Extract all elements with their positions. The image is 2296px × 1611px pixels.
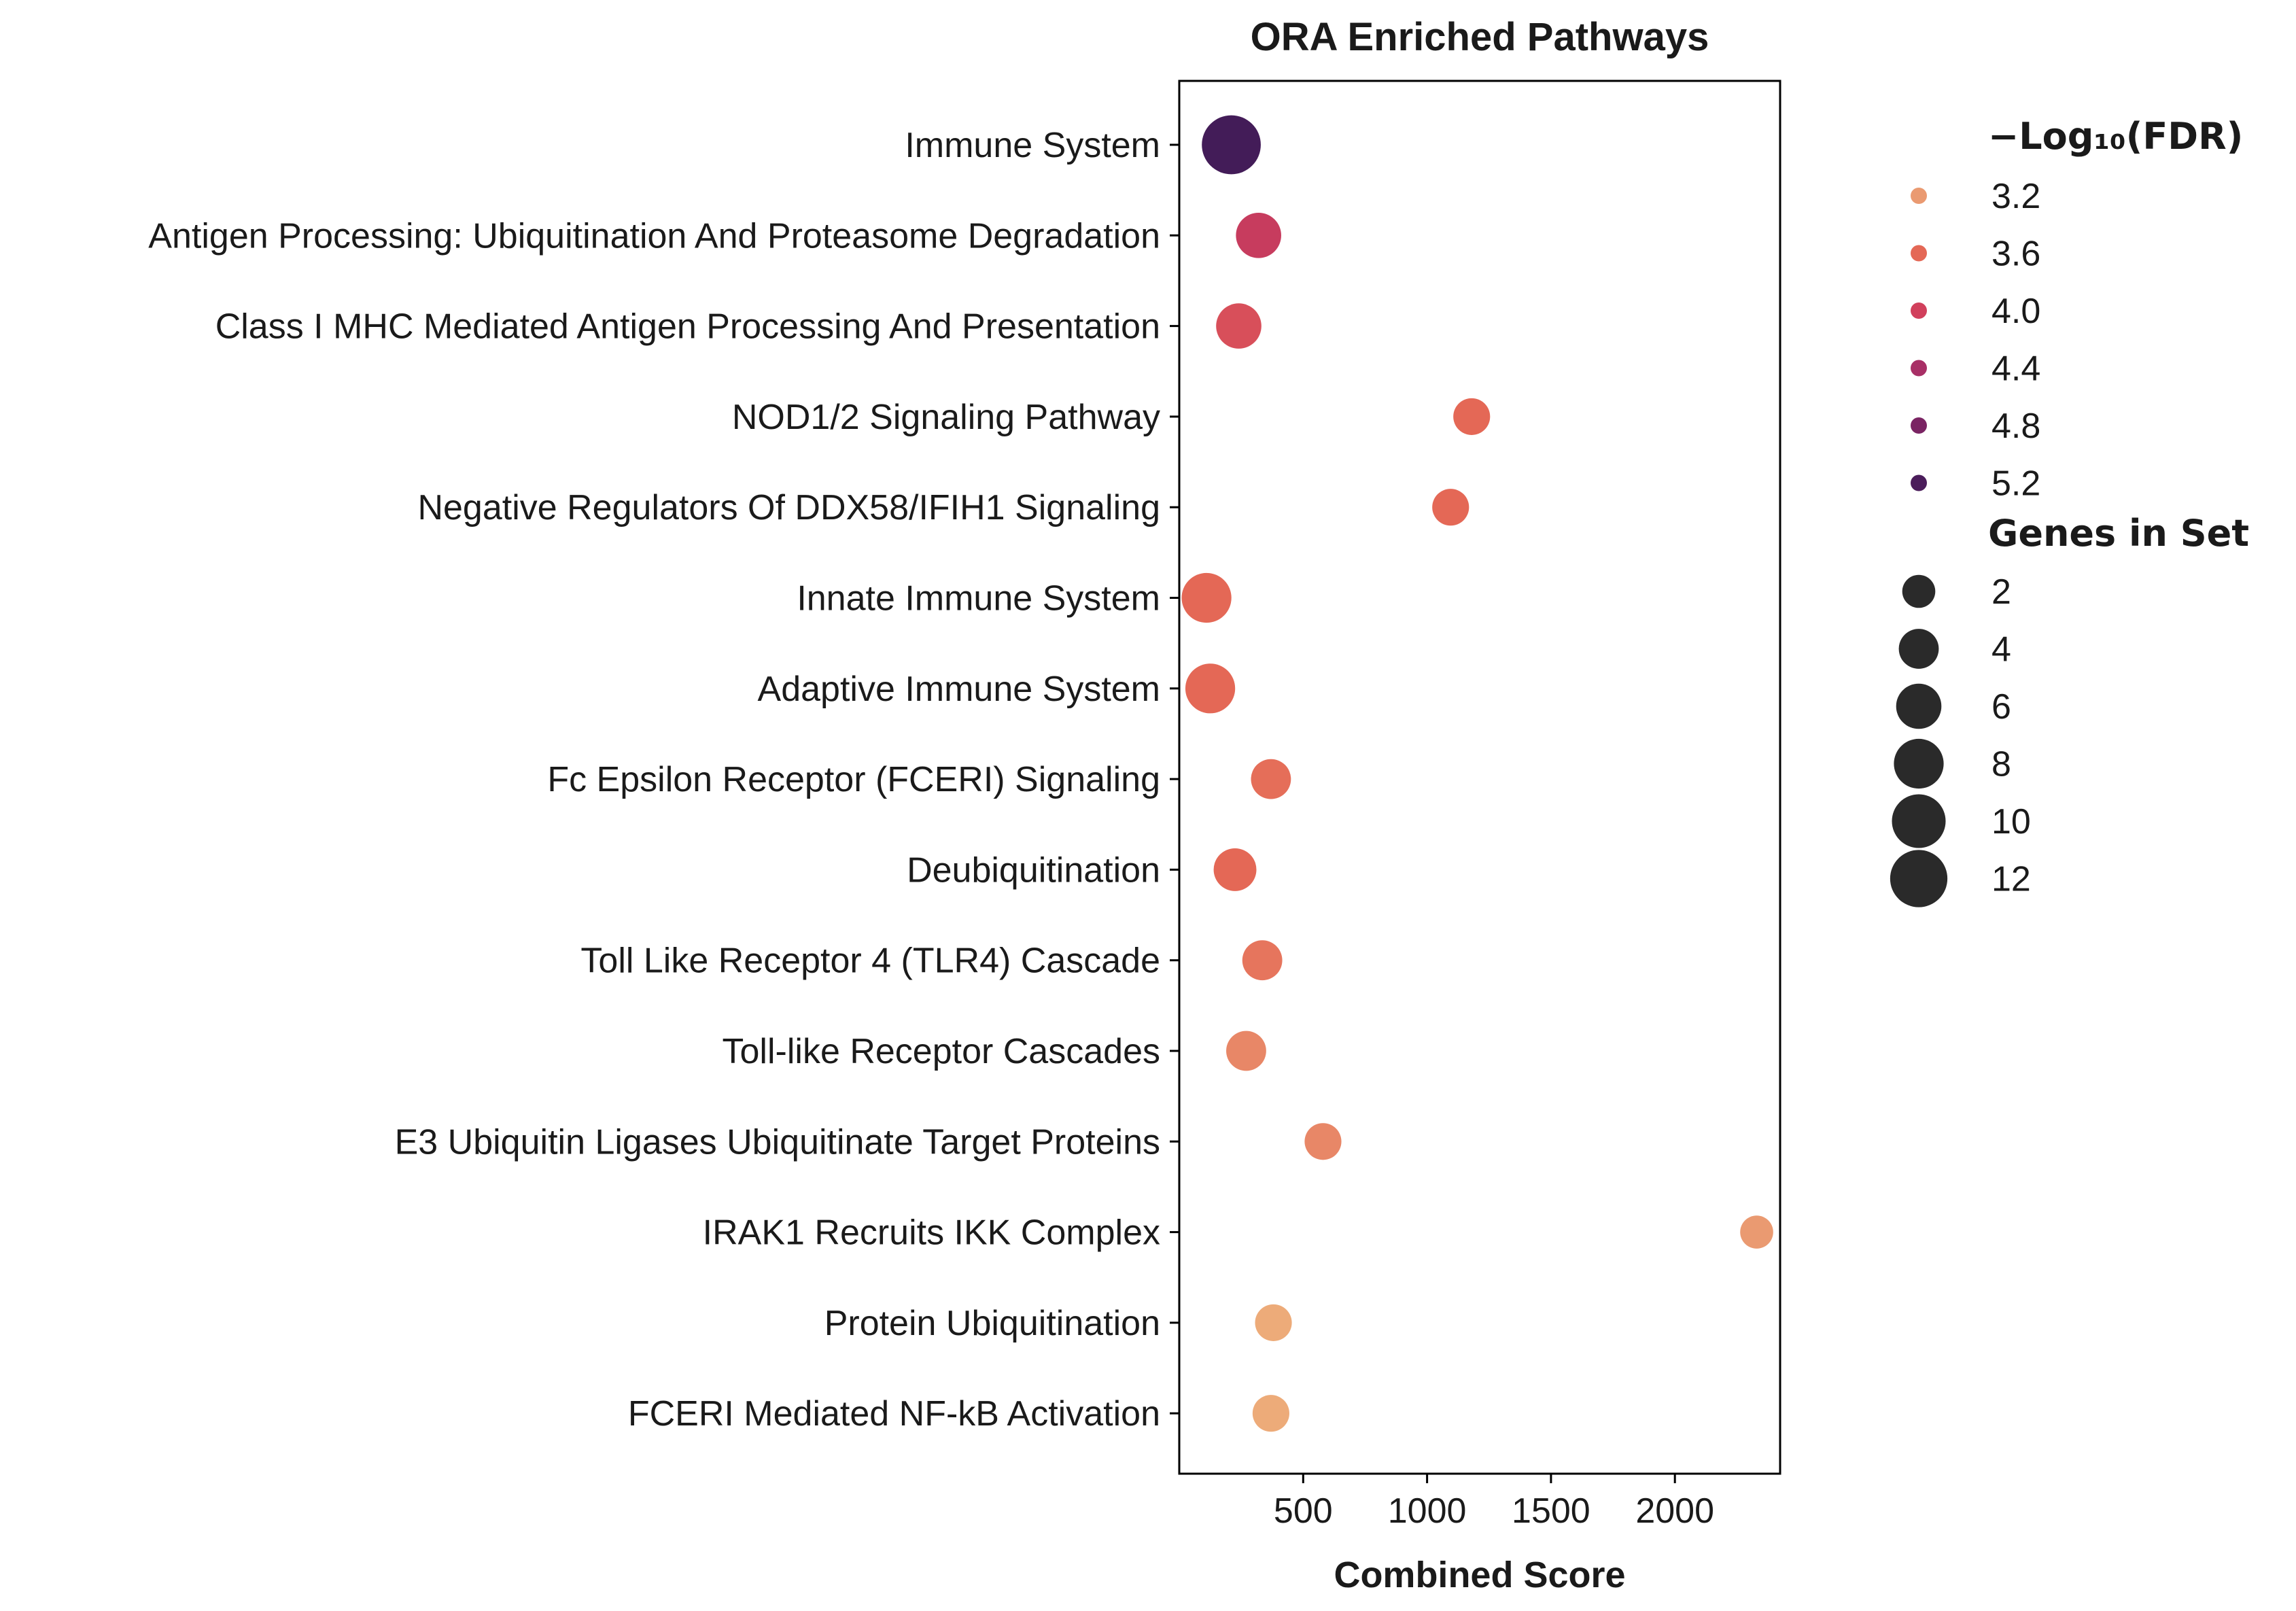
y-tick-label: Innate Immune System (797, 579, 1160, 619)
legend-color-label: 4.4 (1991, 349, 2040, 389)
y-tick-label: NOD1/2 Signaling Pathway (732, 398, 1160, 437)
data-point (1740, 1215, 1773, 1249)
legend-size-marker (1892, 794, 1946, 848)
data-point (1432, 489, 1469, 526)
x-tick-label: 1000 (1388, 1491, 1467, 1531)
data-point (1252, 1395, 1289, 1432)
legend-color-label: 4.0 (1991, 292, 2040, 331)
legend-size-marker (1896, 683, 1942, 729)
data-points (1181, 115, 1773, 1432)
legend-size-label: 10 (1991, 802, 2031, 842)
y-tick-label: Toll Like Receptor 4 (TLR4) Cascade (580, 941, 1160, 981)
data-point (1185, 663, 1236, 714)
legend-color-label: 3.6 (1991, 235, 2040, 274)
legend-color-swatch (1911, 474, 1927, 491)
data-point (1255, 1304, 1292, 1341)
data-point (1202, 115, 1261, 175)
y-tick-label: Class I MHC Mediated Antigen Processing … (215, 307, 1160, 347)
x-tick-label: 1500 (1512, 1491, 1590, 1531)
legend-color-label: 3.2 (1991, 177, 2040, 216)
data-point (1236, 212, 1281, 258)
legend-color-label: 4.8 (1991, 406, 2040, 446)
legend-size-label: 6 (1991, 687, 2011, 727)
y-tick-label: Adaptive Immune System (758, 670, 1160, 709)
y-tick-label: Toll-like Receptor Cascades (723, 1032, 1161, 1071)
data-point (1181, 572, 1232, 623)
y-tick-label: Immune System (905, 126, 1160, 165)
plot-frame (1178, 80, 1781, 1475)
legend-color-title: −Log₁₀(FDR) (1988, 115, 2243, 158)
data-point (1304, 1123, 1342, 1160)
chart-title: ORA Enriched Pathways (1251, 15, 1709, 59)
data-point (1242, 940, 1283, 981)
y-tick-label: IRAK1 Recruits IKK Complex (703, 1213, 1160, 1253)
legend-color-swatch (1911, 188, 1927, 204)
x-tick-label: 2000 (1635, 1491, 1714, 1531)
data-point (1213, 848, 1257, 891)
legend-size-title: Genes in Set (1988, 512, 2249, 555)
legend-color-label: 5.2 (1991, 464, 2040, 504)
data-point (1251, 759, 1291, 799)
legend-color-swatch (1911, 302, 1927, 319)
y-tick-label: Antigen Processing: Ubiquitination And P… (148, 216, 1160, 256)
x-axis-label: Combined Score (1334, 1555, 1625, 1595)
legend-size-label: 12 (1991, 860, 2031, 899)
x-tick-label: 500 (1274, 1491, 1333, 1531)
y-tick-label: Protein Ubiquitination (824, 1304, 1160, 1343)
legend: −Log₁₀(FDR) 3.2 3.6 4.0 4.4 4.8 5.2 Genes in … (1890, 115, 2249, 907)
legend-color-swatch (1911, 417, 1927, 434)
data-point (1453, 398, 1491, 435)
data-point (1216, 303, 1262, 349)
legend-color-swatch (1911, 245, 1927, 262)
legend-size-label: 4 (1991, 630, 2011, 670)
legend-color-swatch (1911, 360, 1927, 377)
legend-size-marker (1890, 850, 1948, 907)
legend-size-marker (1902, 574, 1936, 608)
legend-size-marker (1898, 629, 1939, 669)
x-axis: 500 1000 1500 2000 (1274, 1474, 1714, 1531)
legend-size-label: 8 (1991, 745, 2011, 784)
y-tick-label: Deubiquitination (907, 850, 1160, 890)
y-tick-label: Negative Regulators Of DDX58/IFIH1 Signa… (417, 488, 1160, 527)
legend-size-label: 2 (1991, 572, 2011, 612)
legend-size-marker (1894, 738, 1944, 789)
y-axis-labels: Immune System Antigen Processing: Ubiquit… (148, 126, 1179, 1434)
y-tick-label: FCERI Mediated NF-kB Activation (628, 1394, 1160, 1434)
data-point (1226, 1030, 1266, 1071)
y-tick-label: Fc Epsilon Receptor (FCERI) Signaling (547, 760, 1160, 799)
y-tick-label: E3 Ubiquitin Ligases Ubiquitinate Target… (395, 1122, 1160, 1162)
